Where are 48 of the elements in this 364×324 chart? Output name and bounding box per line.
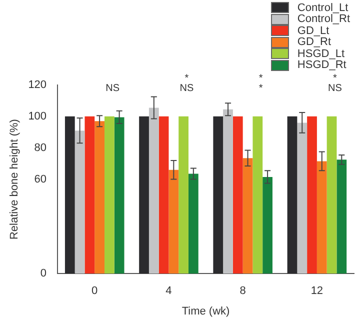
text: * <box>184 72 189 84</box>
bar <box>114 117 124 274</box>
y-axis-title: Relative bone height (%) <box>8 119 21 240</box>
x-tick-label: 0 <box>92 285 98 298</box>
bar <box>232 116 243 274</box>
bar <box>74 130 85 274</box>
legend-label: HSGD_Rt <box>297 59 346 72</box>
bar <box>64 116 75 274</box>
bar <box>242 158 253 274</box>
x-tick-label: 4 <box>166 285 172 298</box>
x-tick-label: 8 <box>240 285 246 298</box>
bar <box>223 109 233 274</box>
bar <box>316 161 327 274</box>
legend-label: GD_Lt <box>297 24 330 37</box>
bar <box>178 116 188 274</box>
bar <box>158 116 169 274</box>
bar <box>287 116 298 274</box>
y-tick-label: 60 <box>34 173 47 186</box>
y-tick-label: 80 <box>34 142 47 154</box>
bar <box>213 116 224 274</box>
y-tick-label: 0 <box>40 268 47 280</box>
x-axis-title: Time (wk) <box>182 305 230 318</box>
bar <box>168 170 179 274</box>
x-tick-label: 12 <box>310 285 324 298</box>
bar <box>307 116 317 274</box>
bar <box>84 116 95 274</box>
bar <box>94 121 104 274</box>
bar <box>297 122 308 274</box>
legend-label: GD_Rt <box>297 36 332 48</box>
legend-label: Control_Rt <box>297 13 350 26</box>
text: * <box>332 72 337 84</box>
legend-label: HSGD_Lt <box>297 48 344 60</box>
bar <box>336 160 347 274</box>
bar <box>148 108 159 274</box>
annotation: NS <box>106 82 120 94</box>
text: * <box>258 72 263 84</box>
y-tick-label: 100 <box>28 110 47 122</box>
bar <box>188 174 198 274</box>
bar <box>326 116 337 274</box>
annotation: NS <box>180 82 194 94</box>
bar <box>252 116 263 274</box>
bar <box>104 116 114 274</box>
legend-label: Control_Lt <box>297 2 348 14</box>
annotation: NS <box>328 82 342 94</box>
annotation: * <box>258 82 263 94</box>
y-tick-label: 120 <box>28 79 47 92</box>
bar <box>139 116 149 274</box>
bar <box>262 176 272 274</box>
